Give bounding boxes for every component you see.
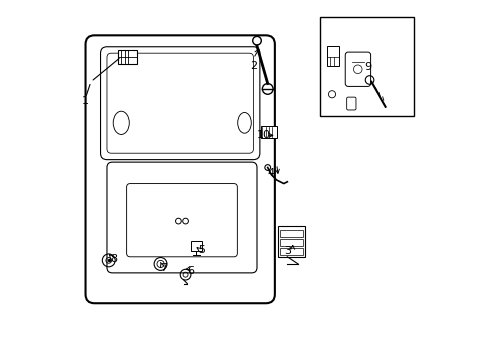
Text: 5: 5 — [198, 245, 204, 255]
Bar — [118, 50, 137, 64]
Bar — [260, 126, 276, 138]
Bar — [280, 230, 303, 237]
Text: 7: 7 — [160, 262, 167, 273]
Text: 1: 1 — [82, 96, 89, 107]
Text: 10: 10 — [257, 130, 270, 140]
Text: 4: 4 — [267, 168, 274, 178]
Bar — [278, 226, 305, 257]
Bar — [190, 242, 201, 251]
Bar — [280, 239, 303, 246]
Bar — [326, 46, 339, 66]
Text: 2: 2 — [249, 61, 257, 71]
Text: 8: 8 — [110, 253, 118, 264]
Text: 9: 9 — [364, 63, 370, 72]
Text: 6: 6 — [187, 266, 194, 276]
Text: 3: 3 — [284, 247, 290, 256]
Bar — [280, 248, 303, 255]
Bar — [319, 18, 413, 116]
